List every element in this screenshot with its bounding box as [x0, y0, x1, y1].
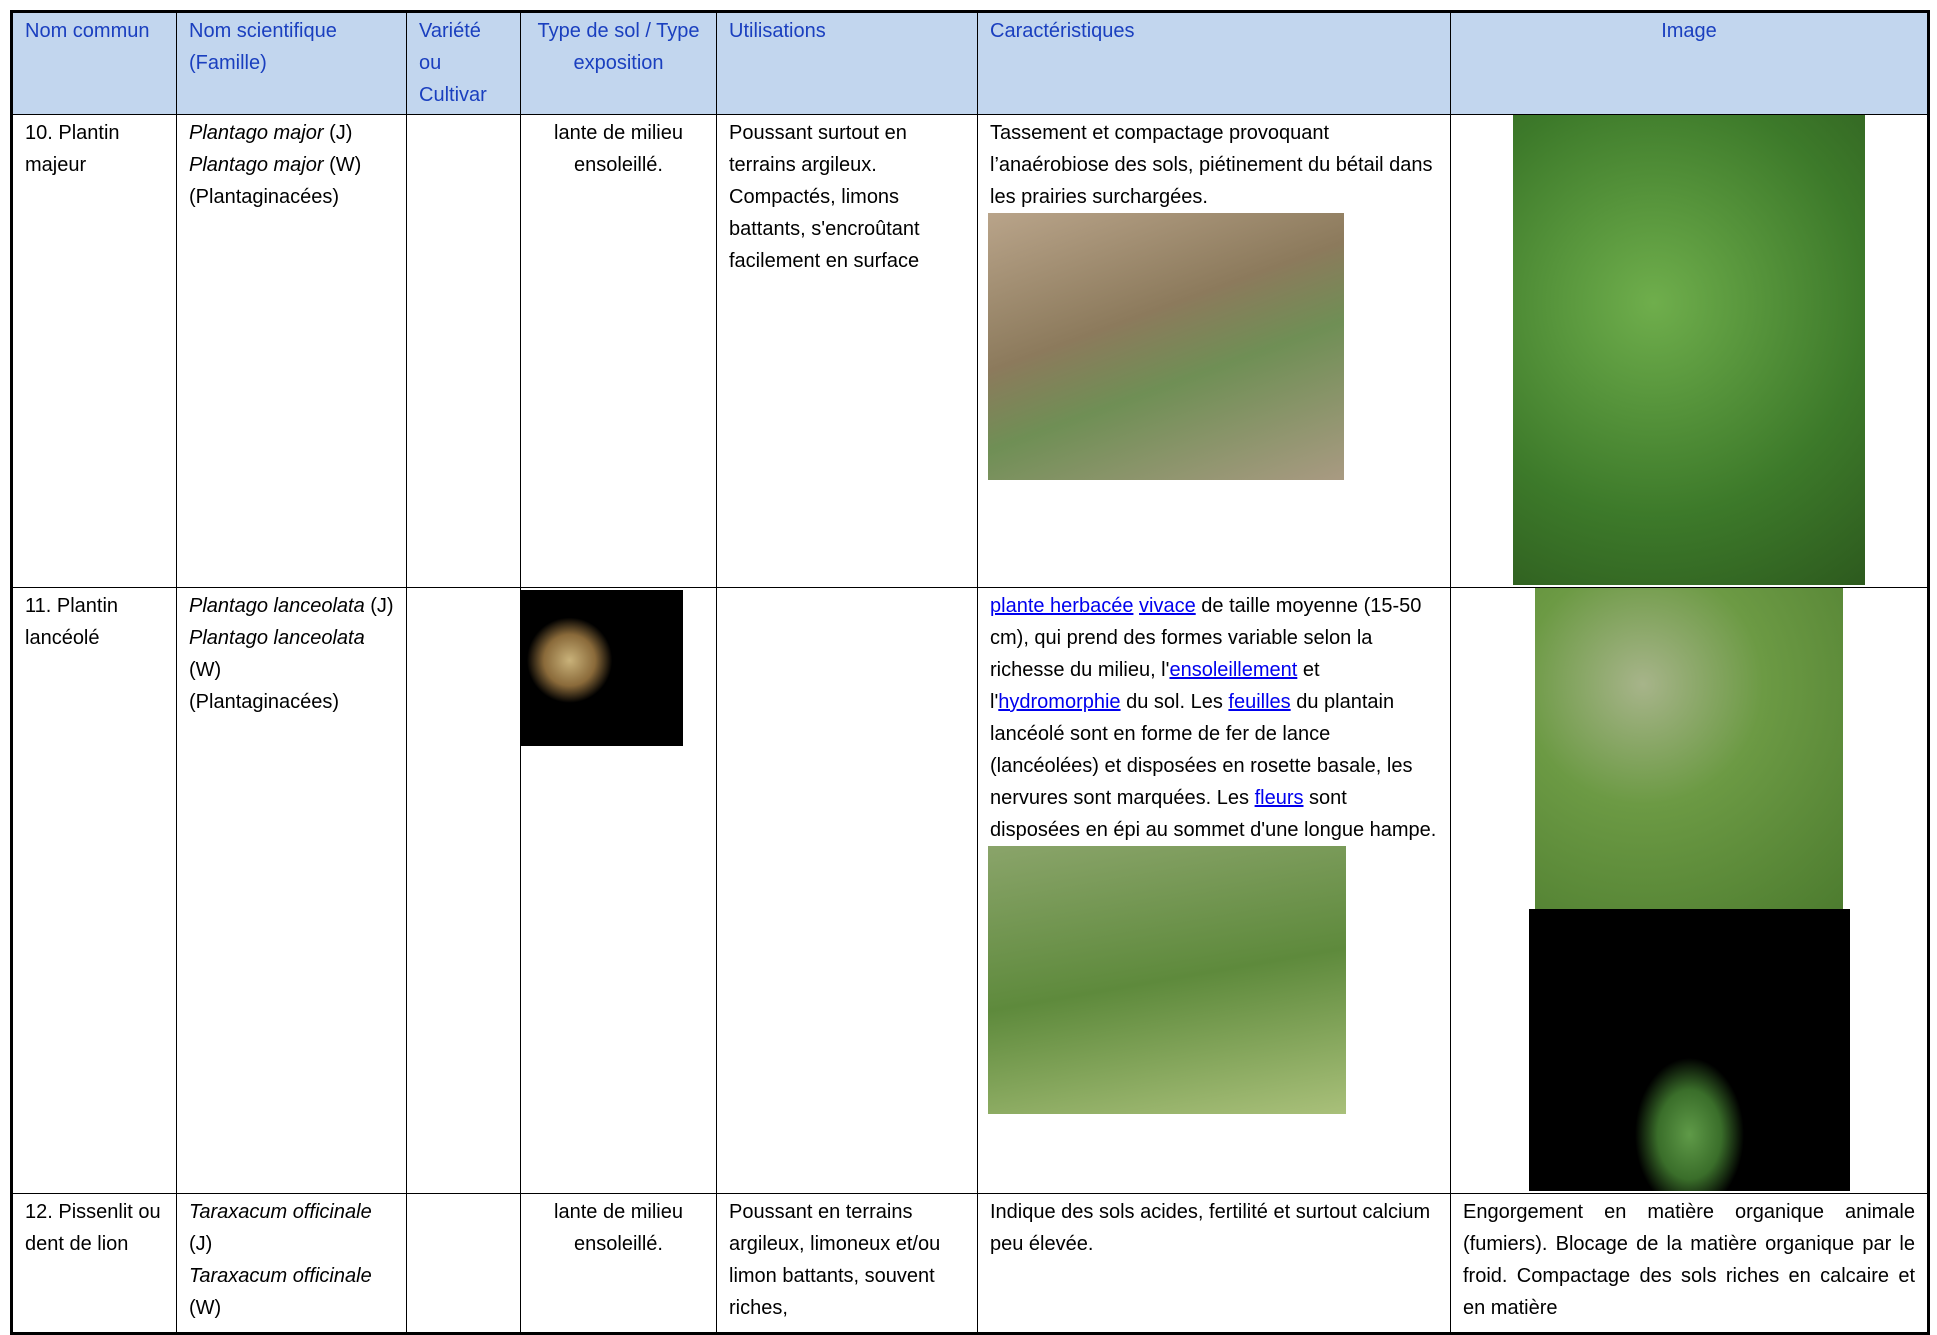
plant-image — [1528, 909, 1850, 1191]
table-cell — [406, 1193, 521, 1334]
link[interactable]: hydromorphie — [998, 691, 1121, 713]
table-row: 10. Plantin majeur Plantago major (J) Plan… — [11, 114, 1929, 588]
text: (Plantaginacées) — [189, 691, 340, 713]
table-cell: lante de milieu ensoleillé. — [520, 1193, 717, 1334]
cell-line: Taraxacum officinale (J) — [189, 1196, 394, 1260]
cell-line: (Plantaginacées) — [189, 686, 394, 718]
link[interactable]: ensoleillement — [1169, 659, 1298, 681]
table-cell: plante herbacée vivace de taille moyenne… — [977, 587, 1451, 1194]
cell-line: Taraxacum officinale (W) — [189, 1260, 394, 1324]
table-cell: Poussant surtout en terrains argileux. C… — [716, 114, 978, 588]
table-cell — [406, 114, 521, 588]
text: (W) — [189, 659, 222, 681]
text: Engorgement en matière organique animale… — [1463, 1201, 1915, 1319]
cell-line: Engorgement en matière organique animale… — [1463, 1196, 1915, 1324]
table-cell: 10. Plantin majeur — [11, 114, 177, 588]
header-cell: Caractéristiques — [977, 11, 1451, 115]
table-cell — [406, 587, 521, 1194]
text: Taraxacum officinale — [189, 1265, 372, 1287]
text: (J) — [189, 1233, 213, 1255]
text: du plantain lancéolé sont en forme de fe… — [990, 691, 1413, 809]
table-cell: Taraxacum officinale (J) Taraxacum offici… — [176, 1193, 407, 1334]
header-cell: Variété ou Cultivar — [406, 11, 521, 115]
plant-image — [521, 590, 683, 746]
table-cell — [1450, 587, 1929, 1194]
text: 10. Plantin majeur — [25, 122, 120, 176]
cell-line: plante herbacée vivace de taille moyenne… — [990, 590, 1438, 846]
table-cell: Plantago lanceolata (J) Plantago lanceola… — [176, 587, 407, 1194]
text: Plantago lanceolata — [189, 595, 365, 617]
text: Poussant en terrains argileux, limoneux … — [729, 1201, 941, 1319]
cell-line: Indique des sols acides, fertilité et su… — [990, 1196, 1438, 1260]
cell-line: Poussant en terrains argileux, limoneux … — [729, 1196, 965, 1324]
table-cell: Indique des sols acides, fertilité et su… — [977, 1193, 1451, 1334]
plant-image — [988, 213, 1344, 480]
text: 12. Pissenlit ou dent de lion — [25, 1201, 161, 1255]
cell-line: Plantago lanceolata (J) — [189, 590, 394, 622]
cell-line: lante de milieu ensoleillé. — [533, 117, 704, 181]
table-cell: Engorgement en matière organique animale… — [1450, 1193, 1929, 1334]
table-cell — [716, 587, 978, 1194]
text: 11. Plantin lancéolé — [25, 595, 119, 649]
text: Plantago major — [189, 122, 324, 144]
cell-line: Plantago lanceolata (W) — [189, 622, 394, 686]
table-row: 12. Pissenlit ou dent de lion Taraxacum o… — [11, 1193, 1929, 1334]
text: sont disposées en épi au sommet d'une lo… — [990, 787, 1437, 841]
header-cell: Utilisations — [716, 11, 978, 115]
text: Plantago lanceolata — [189, 627, 365, 649]
cell-line: 11. Plantin lancéolé — [25, 590, 164, 654]
text: Tassement et compactage provoquant l’ana… — [990, 122, 1433, 208]
cell-line: lante de milieu ensoleillé. — [533, 1196, 704, 1260]
cell-line: Plantago major (J) — [189, 117, 394, 149]
header-cell: Image — [1450, 11, 1929, 115]
table-cell: Plantago major (J) Plantago major (W) (Pl… — [176, 114, 407, 588]
header-row: Nom commun Nom scientifique (Famille) Vari… — [11, 11, 1929, 115]
table-row: 11. Plantin lancéolé Plantago lanceolata … — [11, 587, 1929, 1194]
cell-line: Plantago major (W) — [189, 149, 394, 181]
table-cell: 11. Plantin lancéolé — [11, 587, 177, 1194]
link[interactable]: plante herbacée — [990, 595, 1134, 617]
text: lante de milieu ensoleillé. — [554, 122, 683, 176]
cell-line: 12. Pissenlit ou dent de lion — [25, 1196, 164, 1260]
text: Taraxacum officinale — [189, 1201, 372, 1223]
text: de taille moyenne (15-50 cm), qui prend … — [990, 595, 1422, 681]
text: du sol. Les — [1120, 691, 1229, 713]
table-cell: lante de milieu ensoleillé. — [520, 114, 717, 588]
header-cell: Nom commun — [11, 11, 177, 115]
header-cell: Type de sol / Type exposition — [520, 11, 717, 115]
text: (W) — [323, 154, 362, 176]
text: et l' — [990, 659, 1320, 713]
text: (W) — [189, 1297, 222, 1319]
cell-line: (Plantaginacées) — [189, 181, 394, 213]
text: Poussant surtout en terrains argileux. C… — [729, 122, 920, 272]
text: (J) — [323, 122, 353, 144]
link[interactable]: vivace — [1139, 595, 1196, 617]
text: lante de milieu ensoleillé. — [554, 1201, 683, 1255]
cell-line: Poussant surtout en terrains argileux. C… — [729, 117, 965, 277]
header-cell: Nom scientifique (Famille) — [176, 11, 407, 115]
text: (J) — [364, 595, 394, 617]
table-cell — [520, 587, 717, 1194]
table-cell — [1450, 114, 1929, 588]
link[interactable]: feuilles — [1228, 691, 1291, 713]
table-cell: Poussant en terrains argileux, limoneux … — [716, 1193, 978, 1334]
plant-image — [1535, 588, 1843, 909]
text: Indique des sols acides, fertilité et su… — [990, 1201, 1431, 1255]
table-cell: Tassement et compactage provoquant l’ana… — [977, 114, 1451, 588]
plant-table: Nom commun Nom scientifique (Famille) Vari… — [10, 10, 1930, 1335]
cell-line: Tassement et compactage provoquant l’ana… — [990, 117, 1438, 213]
link[interactable]: fleurs — [1254, 787, 1304, 809]
plant-image — [1513, 115, 1865, 585]
text: (Plantaginacées) — [189, 186, 340, 208]
table-cell: 12. Pissenlit ou dent de lion — [11, 1193, 177, 1334]
cell-line: 10. Plantin majeur — [25, 117, 164, 181]
plant-image — [988, 846, 1346, 1114]
text: Plantago major — [189, 154, 324, 176]
